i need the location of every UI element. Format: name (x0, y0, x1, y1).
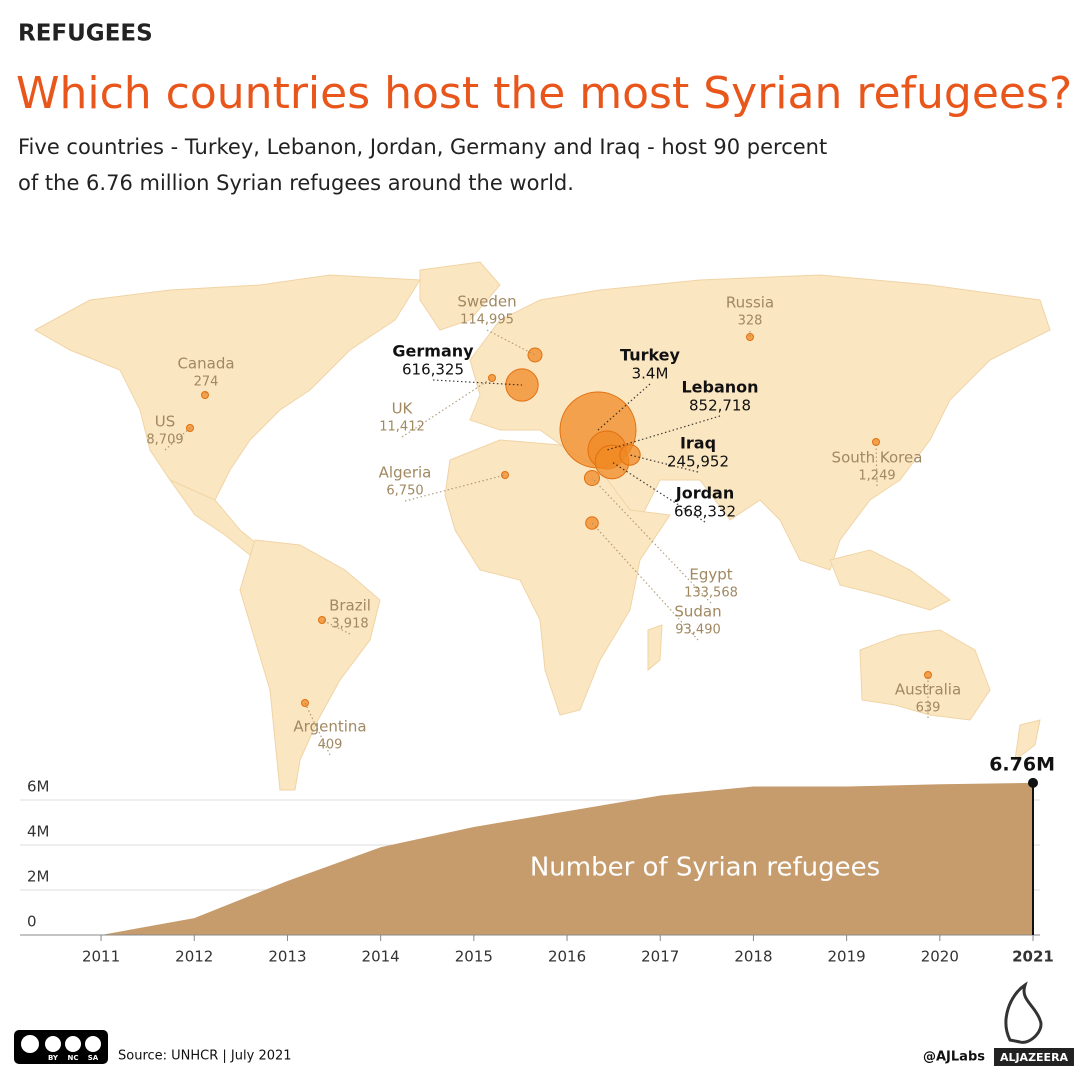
value-label: 1,249 (858, 469, 895, 484)
value-label: 409 (318, 738, 343, 753)
x-tick-label: 2011 (82, 948, 120, 966)
x-tick-label: 2018 (734, 948, 772, 966)
kicker: REFUGEES (18, 21, 153, 47)
bubble (746, 333, 754, 341)
value-label: 8,709 (146, 433, 183, 448)
country-label: Lebanon (681, 378, 758, 397)
y-tick-label: 0 (27, 913, 37, 931)
country-label: Turkey (620, 346, 681, 365)
logo (1004, 981, 1043, 1044)
value-label: 274 (194, 375, 219, 390)
x-tick-label: 2016 (548, 948, 586, 966)
value-label: 3,918 (331, 617, 368, 632)
value-label: 6.76M (989, 753, 1055, 775)
area (101, 782, 1034, 935)
country-label: South Korea (832, 449, 923, 467)
leader-line (611, 461, 706, 523)
brand-bar (994, 1048, 1074, 1066)
x-tick-label: 2012 (175, 948, 213, 966)
x-tick-label: 2019 (828, 948, 866, 966)
bubble (527, 347, 543, 363)
value-label: 852,718 (689, 397, 751, 415)
country-label: US (155, 413, 176, 431)
license-label: NC (68, 1054, 79, 1062)
y-tick-label: 6M (27, 778, 50, 796)
greenland (419, 261, 501, 331)
value-label: 6,750 (386, 484, 423, 499)
southeast-asia (829, 549, 951, 611)
annotation: Number of Syrian refugees (530, 853, 880, 883)
bubble (501, 471, 509, 479)
title: Which countries host the most Syrian ref… (16, 68, 1072, 119)
value-label: 93,490 (675, 623, 721, 638)
license-icon (21, 1035, 39, 1053)
value-label: 133,568 (684, 586, 738, 601)
value-label: 11,412 (379, 420, 425, 435)
bubble (619, 444, 641, 466)
x-tick-label: 2015 (455, 948, 493, 966)
x-tick-label: 2020 (921, 948, 959, 966)
country-label: Iraq (680, 434, 716, 453)
country-label: Germany (392, 342, 474, 361)
leader-line (404, 474, 506, 502)
new-zealand (1014, 719, 1041, 762)
leader-line (486, 329, 536, 356)
country-label: Canada (177, 355, 234, 373)
value-label: 3.4M (632, 365, 669, 383)
country-label: Jordan (675, 484, 734, 503)
license-label: SA (88, 1054, 99, 1062)
y-tick-label: 2M (27, 868, 50, 886)
country-label: Argentina (293, 718, 366, 736)
madagascar (647, 624, 663, 672)
leader-line (204, 391, 207, 396)
license-icon (85, 1036, 101, 1052)
north-america (33, 274, 421, 501)
value-label: 328 (738, 314, 763, 329)
subtitle: of the 6.76 million Syrian refugees arou… (18, 171, 574, 195)
bubble (318, 616, 326, 624)
x-tick-label: 2013 (268, 948, 306, 966)
country-label: Sweden (457, 293, 516, 311)
country-label: Russia (726, 294, 774, 312)
point (1028, 777, 1038, 788)
leader-line (591, 477, 712, 604)
leader-line (875, 441, 878, 487)
license-badge (14, 1030, 108, 1064)
handle: @AJLabs (923, 1050, 985, 1065)
world-map (33, 261, 1051, 791)
leader-line (321, 619, 351, 635)
leader-line (164, 427, 191, 451)
leader-line (432, 379, 523, 386)
value-label: 114,995 (460, 313, 514, 328)
value-label: 245,952 (667, 453, 729, 471)
country-label: Egypt (689, 566, 732, 584)
country-label: Brazil (329, 597, 371, 615)
license-label: BY (48, 1054, 59, 1062)
brand: ALJAZEERA (1000, 1051, 1069, 1064)
country-label: Sudan (674, 603, 721, 621)
bubble (301, 699, 309, 707)
value-label: 668,332 (674, 503, 736, 521)
license-icon (65, 1036, 81, 1052)
value-label: 616,325 (402, 361, 464, 379)
country-label: Algeria (379, 464, 432, 482)
bubble (924, 671, 932, 679)
bubble (201, 391, 209, 399)
value-label: 639 (916, 701, 941, 716)
country-label: UK (392, 400, 414, 418)
x-tick-label: 2017 (641, 948, 679, 966)
subtitle: Five countries - Turkey, Lebanon, Jordan… (18, 135, 827, 159)
area-chart: 0 2M 4M 6M 2011 2012 2013 2014 2015 2016 2017 2018 2… (20, 753, 1055, 966)
footer: BY NC SA Source: UNHCR | July 2021 @AJLa… (14, 981, 1074, 1066)
leader-line (304, 702, 331, 756)
x-tick-label: 2021 (1012, 948, 1054, 966)
south-america (239, 539, 381, 791)
license-icon (45, 1036, 61, 1052)
y-tick-label: 4M (27, 823, 50, 841)
x-tick-label: 2014 (362, 948, 400, 966)
source: Source: UNHCR | July 2021 (118, 1049, 292, 1064)
